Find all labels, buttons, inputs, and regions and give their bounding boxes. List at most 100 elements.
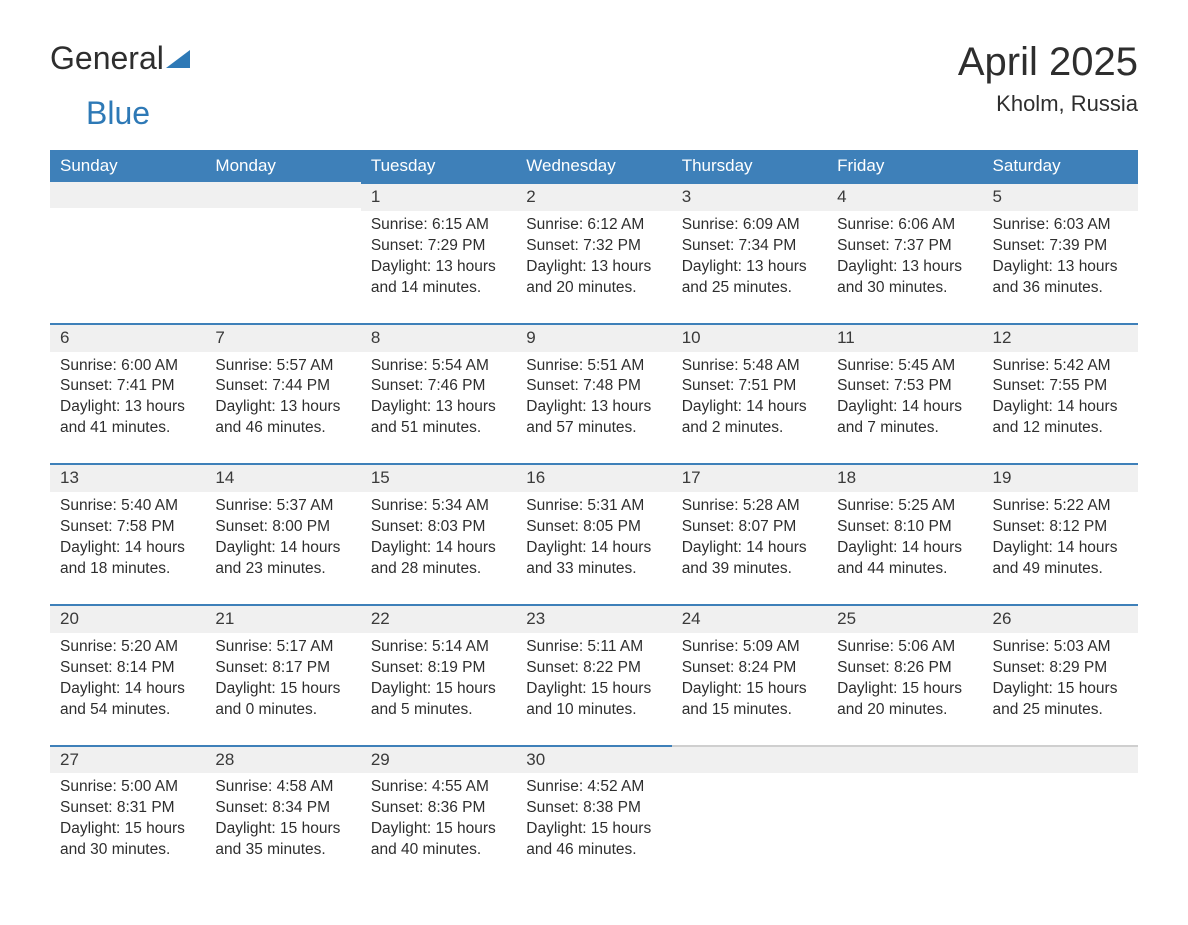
sunrise-text: Sunrise: 6:15 AM xyxy=(371,215,506,236)
col-header: Monday xyxy=(205,150,360,182)
calendar-week: 20Sunrise: 5:20 AMSunset: 8:14 PMDayligh… xyxy=(50,604,1138,745)
day-number: 19 xyxy=(983,463,1138,492)
day-number: 8 xyxy=(361,323,516,352)
sunrise-text: Sunrise: 6:09 AM xyxy=(682,215,817,236)
calendar-cell: 24Sunrise: 5:09 AMSunset: 8:24 PMDayligh… xyxy=(672,604,827,745)
day-number: 7 xyxy=(205,323,360,352)
day-details: Sunrise: 6:06 AMSunset: 7:37 PMDaylight:… xyxy=(827,211,982,299)
calendar-cell: 9Sunrise: 5:51 AMSunset: 7:48 PMDaylight… xyxy=(516,323,671,464)
day-number: 2 xyxy=(516,182,671,211)
col-header: Saturday xyxy=(983,150,1138,182)
calendar-cell: 12Sunrise: 5:42 AMSunset: 7:55 PMDayligh… xyxy=(983,323,1138,464)
sunset-text: Sunset: 8:26 PM xyxy=(837,658,972,679)
col-header: Tuesday xyxy=(361,150,516,182)
page-title: April 2025 xyxy=(958,40,1138,85)
day-details: Sunrise: 5:22 AMSunset: 8:12 PMDaylight:… xyxy=(983,492,1138,580)
sunset-text: Sunset: 8:00 PM xyxy=(215,517,350,538)
day-number: 28 xyxy=(205,745,360,774)
calendar-week: 1Sunrise: 6:15 AMSunset: 7:29 PMDaylight… xyxy=(50,182,1138,323)
day-details xyxy=(827,773,982,837)
day-number: 12 xyxy=(983,323,1138,352)
sunset-text: Sunset: 8:31 PM xyxy=(60,798,195,819)
daylight-text: Daylight: 13 hours and 14 minutes. xyxy=(371,257,506,299)
day-details: Sunrise: 5:57 AMSunset: 7:44 PMDaylight:… xyxy=(205,352,360,440)
calendar-cell: 7Sunrise: 5:57 AMSunset: 7:44 PMDaylight… xyxy=(205,323,360,464)
daylight-text: Daylight: 13 hours and 20 minutes. xyxy=(526,257,661,299)
daylight-text: Daylight: 14 hours and 23 minutes. xyxy=(215,538,350,580)
brand-part1: General xyxy=(50,40,164,77)
calendar-cell: 26Sunrise: 5:03 AMSunset: 8:29 PMDayligh… xyxy=(983,604,1138,745)
sunrise-text: Sunrise: 5:00 AM xyxy=(60,777,195,798)
sunrise-text: Sunrise: 5:25 AM xyxy=(837,496,972,517)
calendar-cell: 3Sunrise: 6:09 AMSunset: 7:34 PMDaylight… xyxy=(672,182,827,323)
day-number: 30 xyxy=(516,745,671,774)
sunset-text: Sunset: 8:14 PM xyxy=(60,658,195,679)
sunrise-text: Sunrise: 6:00 AM xyxy=(60,356,195,377)
calendar-week: 6Sunrise: 6:00 AMSunset: 7:41 PMDaylight… xyxy=(50,323,1138,464)
sunset-text: Sunset: 7:48 PM xyxy=(526,376,661,397)
sunrise-text: Sunrise: 5:06 AM xyxy=(837,637,972,658)
day-number: 27 xyxy=(50,745,205,774)
col-header: Thursday xyxy=(672,150,827,182)
sunset-text: Sunset: 8:05 PM xyxy=(526,517,661,538)
day-details: Sunrise: 5:42 AMSunset: 7:55 PMDaylight:… xyxy=(983,352,1138,440)
day-number: 5 xyxy=(983,182,1138,211)
day-number: 13 xyxy=(50,463,205,492)
day-number: 3 xyxy=(672,182,827,211)
day-number: 1 xyxy=(361,182,516,211)
calendar-cell xyxy=(983,745,1138,886)
brand-logo: General xyxy=(50,40,196,77)
day-number: 20 xyxy=(50,604,205,633)
day-details: Sunrise: 5:37 AMSunset: 8:00 PMDaylight:… xyxy=(205,492,360,580)
daylight-text: Daylight: 14 hours and 33 minutes. xyxy=(526,538,661,580)
daylight-text: Daylight: 14 hours and 49 minutes. xyxy=(993,538,1128,580)
daylight-text: Daylight: 14 hours and 12 minutes. xyxy=(993,397,1128,439)
sunrise-text: Sunrise: 4:55 AM xyxy=(371,777,506,798)
sunset-text: Sunset: 8:12 PM xyxy=(993,517,1128,538)
calendar-cell: 13Sunrise: 5:40 AMSunset: 7:58 PMDayligh… xyxy=(50,463,205,604)
sunrise-text: Sunrise: 5:40 AM xyxy=(60,496,195,517)
daylight-text: Daylight: 14 hours and 2 minutes. xyxy=(682,397,817,439)
sunrise-text: Sunrise: 5:57 AM xyxy=(215,356,350,377)
col-header: Sunday xyxy=(50,150,205,182)
sunset-text: Sunset: 8:36 PM xyxy=(371,798,506,819)
sunset-text: Sunset: 8:34 PM xyxy=(215,798,350,819)
daylight-text: Daylight: 13 hours and 25 minutes. xyxy=(682,257,817,299)
sunset-text: Sunset: 7:41 PM xyxy=(60,376,195,397)
daylight-text: Daylight: 14 hours and 18 minutes. xyxy=(60,538,195,580)
daylight-text: Daylight: 15 hours and 25 minutes. xyxy=(993,679,1128,721)
calendar-cell: 16Sunrise: 5:31 AMSunset: 8:05 PMDayligh… xyxy=(516,463,671,604)
day-details: Sunrise: 5:31 AMSunset: 8:05 PMDaylight:… xyxy=(516,492,671,580)
sunrise-text: Sunrise: 6:06 AM xyxy=(837,215,972,236)
day-details: Sunrise: 6:09 AMSunset: 7:34 PMDaylight:… xyxy=(672,211,827,299)
day-number: 14 xyxy=(205,463,360,492)
daylight-text: Daylight: 13 hours and 57 minutes. xyxy=(526,397,661,439)
day-number: 22 xyxy=(361,604,516,633)
day-number: 25 xyxy=(827,604,982,633)
day-details: Sunrise: 5:34 AMSunset: 8:03 PMDaylight:… xyxy=(361,492,516,580)
calendar-cell: 21Sunrise: 5:17 AMSunset: 8:17 PMDayligh… xyxy=(205,604,360,745)
sunrise-text: Sunrise: 5:09 AM xyxy=(682,637,817,658)
calendar-cell: 19Sunrise: 5:22 AMSunset: 8:12 PMDayligh… xyxy=(983,463,1138,604)
calendar-table: SundayMondayTuesdayWednesdayThursdayFrid… xyxy=(50,150,1138,885)
day-details: Sunrise: 5:54 AMSunset: 7:46 PMDaylight:… xyxy=(361,352,516,440)
calendar-cell: 11Sunrise: 5:45 AMSunset: 7:53 PMDayligh… xyxy=(827,323,982,464)
calendar-cell: 28Sunrise: 4:58 AMSunset: 8:34 PMDayligh… xyxy=(205,745,360,886)
day-details: Sunrise: 5:06 AMSunset: 8:26 PMDaylight:… xyxy=(827,633,982,721)
title-block: April 2025 Kholm, Russia xyxy=(958,40,1138,117)
day-number: 18 xyxy=(827,463,982,492)
day-details: Sunrise: 6:12 AMSunset: 7:32 PMDaylight:… xyxy=(516,211,671,299)
daylight-text: Daylight: 15 hours and 46 minutes. xyxy=(526,819,661,861)
daylight-text: Daylight: 14 hours and 44 minutes. xyxy=(837,538,972,580)
sunset-text: Sunset: 7:55 PM xyxy=(993,376,1128,397)
sunrise-text: Sunrise: 5:17 AM xyxy=(215,637,350,658)
day-details: Sunrise: 4:58 AMSunset: 8:34 PMDaylight:… xyxy=(205,773,360,861)
daylight-text: Daylight: 14 hours and 39 minutes. xyxy=(682,538,817,580)
calendar-cell: 27Sunrise: 5:00 AMSunset: 8:31 PMDayligh… xyxy=(50,745,205,886)
day-details: Sunrise: 6:15 AMSunset: 7:29 PMDaylight:… xyxy=(361,211,516,299)
day-details: Sunrise: 6:00 AMSunset: 7:41 PMDaylight:… xyxy=(50,352,205,440)
sunrise-text: Sunrise: 5:11 AM xyxy=(526,637,661,658)
sunrise-text: Sunrise: 5:14 AM xyxy=(371,637,506,658)
calendar-cell xyxy=(827,745,982,886)
day-number: 16 xyxy=(516,463,671,492)
